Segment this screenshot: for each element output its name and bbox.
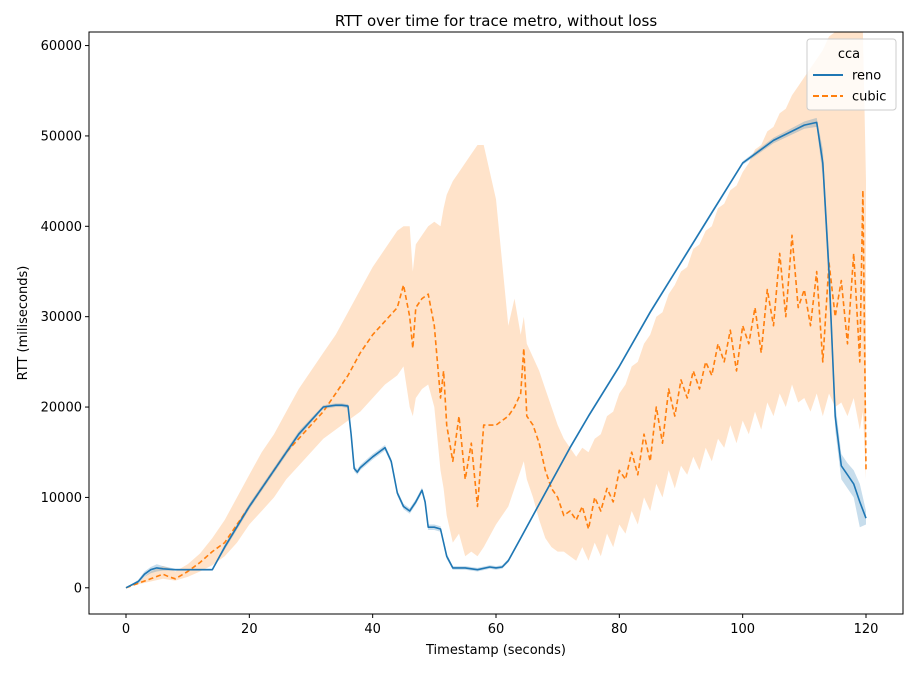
legend-label-reno: reno: [852, 69, 881, 84]
plot-area: [125, 32, 867, 589]
cubic-series-line: [125, 189, 867, 589]
y-tick-label: 30000: [41, 310, 82, 325]
cubic-confidence-band: [126, 32, 866, 588]
reno-series-line: [125, 121, 867, 589]
y-tick-label: 20000: [41, 401, 82, 416]
x-tick-label: 120: [854, 622, 879, 637]
x-tick-label: 40: [364, 622, 381, 637]
y-tick-label: 10000: [41, 491, 82, 506]
y-tick-label: 50000: [41, 129, 82, 144]
legend-label-cubic: cubic: [852, 90, 886, 105]
x-tick-label: 100: [730, 622, 755, 637]
x-tick-label: 60: [488, 622, 505, 637]
chart-title: RTT over time for trace metro, without l…: [335, 12, 658, 30]
y-axis-label: RTT (miliseconds): [16, 266, 31, 381]
y-tick-label: 0: [74, 581, 82, 596]
x-tick-label: 20: [241, 622, 258, 637]
x-tick-label: 0: [122, 622, 130, 637]
x-axis: 0 20 40 60 80 100 120: [122, 614, 879, 637]
y-axis: 0 10000 20000 30000 40000 50000 60000: [41, 39, 89, 596]
legend-box: [806, 38, 897, 111]
y-tick-label: 60000: [41, 39, 82, 54]
x-axis-label: Timestamp (seconds): [425, 643, 566, 658]
legend-title: cca: [838, 47, 860, 62]
y-tick-label: 40000: [41, 220, 82, 235]
x-tick-label: 80: [611, 622, 628, 637]
legend: cca reno cubic: [806, 38, 897, 111]
